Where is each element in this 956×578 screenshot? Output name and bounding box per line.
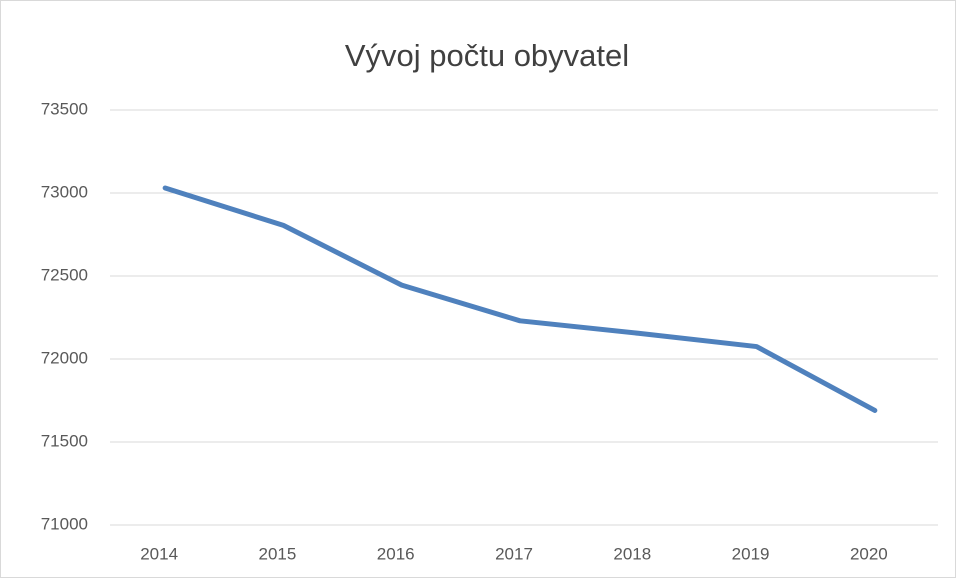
x-tick-label: 2019 — [732, 544, 770, 563]
x-tick-label: 2018 — [613, 544, 651, 563]
y-tick-label: 73000 — [41, 182, 88, 201]
x-tick-label: 2016 — [377, 544, 415, 563]
y-tick-label: 71000 — [41, 514, 88, 533]
x-tick-label: 2015 — [259, 544, 297, 563]
data-line — [162, 185, 878, 413]
x-tick-label: 2020 — [850, 544, 888, 563]
y-tick-label: 72500 — [41, 265, 88, 284]
y-tick-label: 73500 — [41, 99, 88, 118]
chart-title: Vývoj počtu obyvatel — [345, 38, 629, 73]
y-tick-label: 72000 — [41, 348, 88, 367]
x-tick-label: 2017 — [495, 544, 533, 563]
x-tick-label: 2014 — [140, 544, 178, 563]
y-tick-label: 71500 — [41, 431, 88, 450]
